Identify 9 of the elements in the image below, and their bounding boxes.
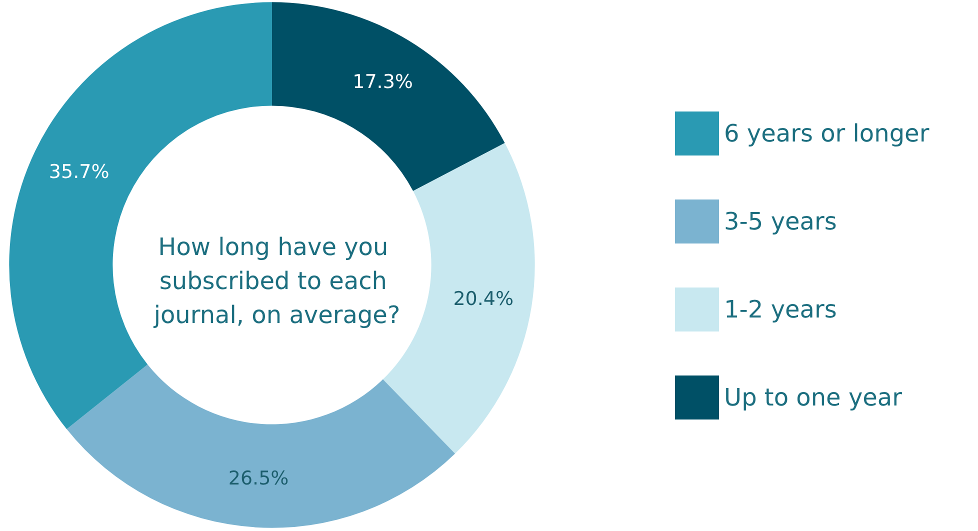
legend-label: 3-5 years: [724, 208, 837, 236]
data-label: 17.3%: [352, 70, 413, 93]
data-label: 26.5%: [228, 468, 289, 490]
legend-label: 6 years or longer: [724, 120, 930, 148]
data-label: 20.4%: [453, 288, 514, 310]
text: How long have you subscribed to each journal, on average?: [152, 233, 400, 329]
legend-label: Up to one year: [724, 384, 902, 412]
data-label: 35.7%: [48, 161, 110, 184]
legend-label: 1-2 years: [724, 296, 837, 324]
